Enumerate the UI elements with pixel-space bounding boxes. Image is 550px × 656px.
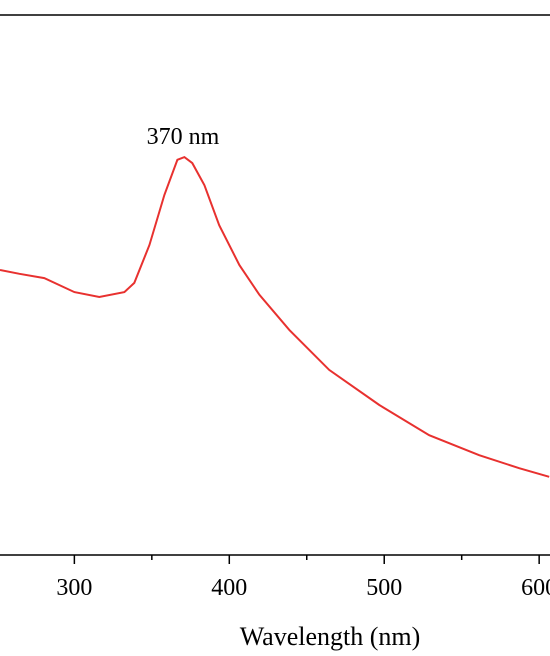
x-tick-label: 500 xyxy=(366,575,402,601)
peak-annotation: 370 nm xyxy=(147,124,220,150)
x-axis-label: Wavelength (nm) xyxy=(240,622,421,651)
x-tick-label: 600 xyxy=(521,575,550,601)
x-tick-label: 400 xyxy=(211,575,247,601)
x-tick-label: 300 xyxy=(56,575,92,601)
data-line xyxy=(0,155,550,478)
